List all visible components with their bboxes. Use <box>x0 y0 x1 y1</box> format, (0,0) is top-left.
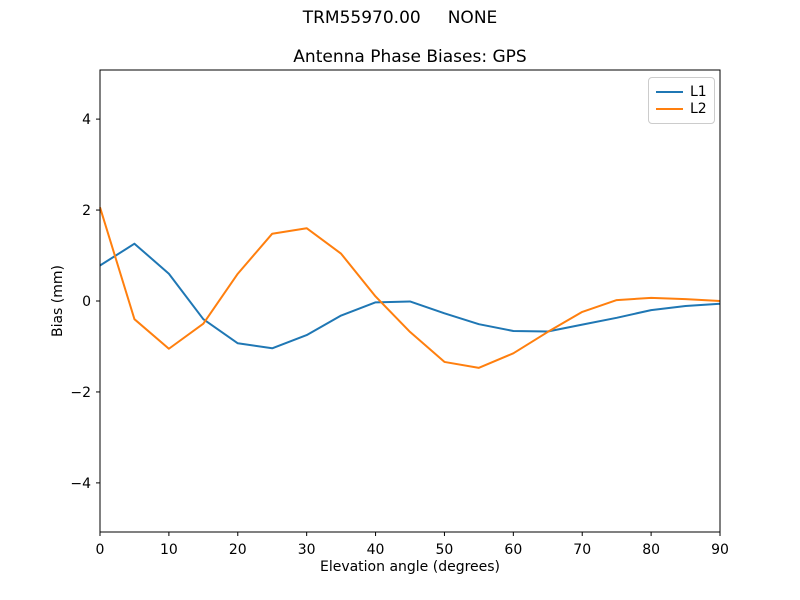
y-tick-label: 2 <box>82 203 91 219</box>
x-tick-label: 80 <box>642 542 660 558</box>
y-tick-label: 0 <box>82 294 91 310</box>
legend-label-l1: L1 <box>690 83 707 100</box>
legend-label-l2: L2 <box>690 101 707 118</box>
x-tick-label: 10 <box>160 542 178 558</box>
series-line-l1 <box>99 242 721 350</box>
legend-line-swatch-l2 <box>656 108 683 111</box>
x-tick-label: 70 <box>573 542 591 558</box>
x-tick-label: 20 <box>229 542 247 558</box>
legend-item-l2: L2 <box>656 101 707 119</box>
figure-suptitle: TRM55970.00 NONE <box>302 8 498 28</box>
y-tick-label: −2 <box>70 385 91 401</box>
x-tick-label: 0 <box>96 542 105 558</box>
x-tick-label: 50 <box>436 542 454 558</box>
x-tick-label: 40 <box>367 542 385 558</box>
series-line-l2 <box>99 207 721 369</box>
y-tick-label: −4 <box>70 476 91 492</box>
x-tick-label: 60 <box>504 542 522 558</box>
axes-spines <box>99 69 721 533</box>
legend: L1 L2 <box>648 77 715 124</box>
x-tick-label: 90 <box>711 542 729 558</box>
y-tick-label: 4 <box>82 112 91 128</box>
x-axis-label: Elevation angle (degrees) <box>319 559 501 575</box>
legend-item-l1: L1 <box>656 83 707 101</box>
chart-title: Antenna Phase Biases: GPS <box>293 47 527 67</box>
legend-line-swatch-l1 <box>656 90 683 93</box>
y-axis-label: Bias (mm) <box>50 264 66 338</box>
x-tick-label: 30 <box>298 542 316 558</box>
